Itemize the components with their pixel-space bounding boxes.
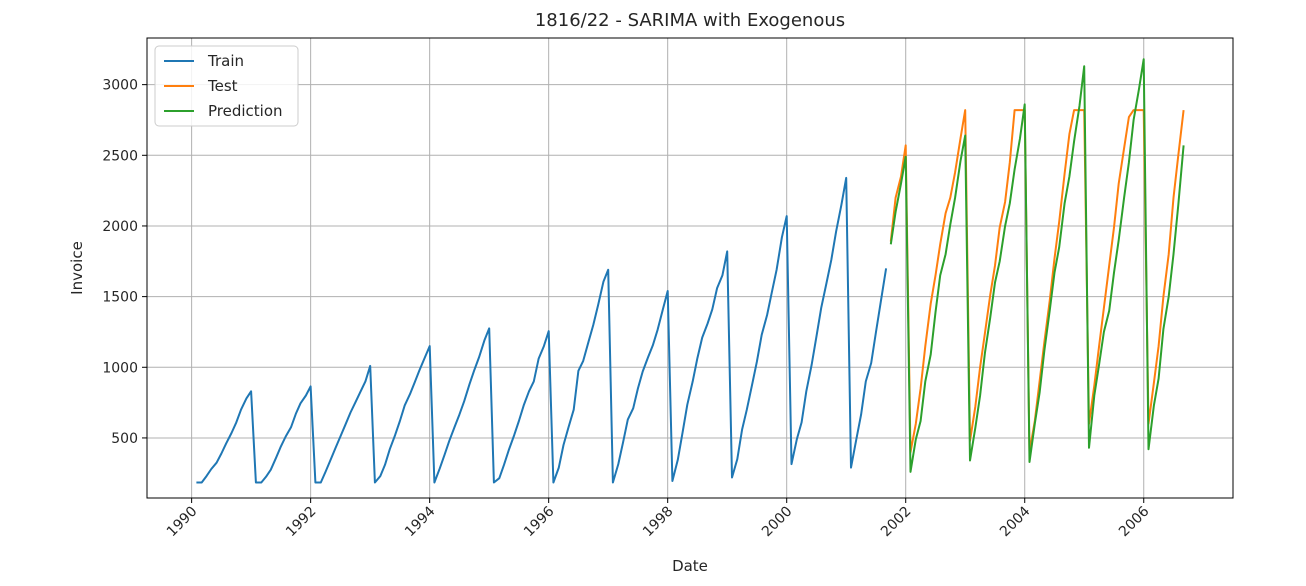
- legend-box: [154, 45, 299, 127]
- series-group: [196, 58, 1185, 484]
- x-tick-label: 2006: [1116, 503, 1153, 540]
- x-tick-label: 1998: [640, 504, 677, 541]
- legend: Train Test Prediction: [154, 45, 299, 127]
- grid: [147, 38, 1233, 498]
- y-tick-label: 2500: [102, 148, 138, 164]
- legend-label: Prediction: [208, 102, 283, 120]
- y-tick-label: 2000: [102, 219, 138, 235]
- legend-label: Train: [207, 52, 244, 70]
- x-tick-label: 1990: [164, 504, 201, 541]
- x-tick-label: 1994: [402, 503, 439, 540]
- series-line-train: [196, 176, 888, 484]
- y-tick-label: 1500: [102, 290, 138, 306]
- y-axis-label: Invoice: [68, 241, 86, 295]
- plot-frame: [146, 37, 1234, 499]
- x-tick-label: 1992: [283, 504, 320, 541]
- y-tick-label: 1000: [102, 360, 138, 376]
- series-line-prediction: [889, 58, 1185, 473]
- y-tick-label: 3000: [102, 78, 138, 94]
- y-tick-label: 500: [111, 431, 138, 447]
- x-axis-label: Date: [672, 557, 708, 575]
- x-tick-label: 2000: [759, 504, 796, 541]
- x-tick-label: 1996: [521, 503, 558, 540]
- chart-title: 1816/22 - SARIMA with Exogenous: [535, 10, 845, 31]
- y-axis: 500 1000 1500 2000 2500 3000: [102, 78, 147, 447]
- x-axis: 1990 1992 1994 1996 1998 2000 2002 2004 2006: [164, 498, 1153, 540]
- series-line-test: [889, 109, 1185, 454]
- x-tick-label: 2002: [878, 504, 915, 541]
- x-tick-label: 2004: [997, 503, 1034, 540]
- legend-label: Test: [207, 77, 238, 95]
